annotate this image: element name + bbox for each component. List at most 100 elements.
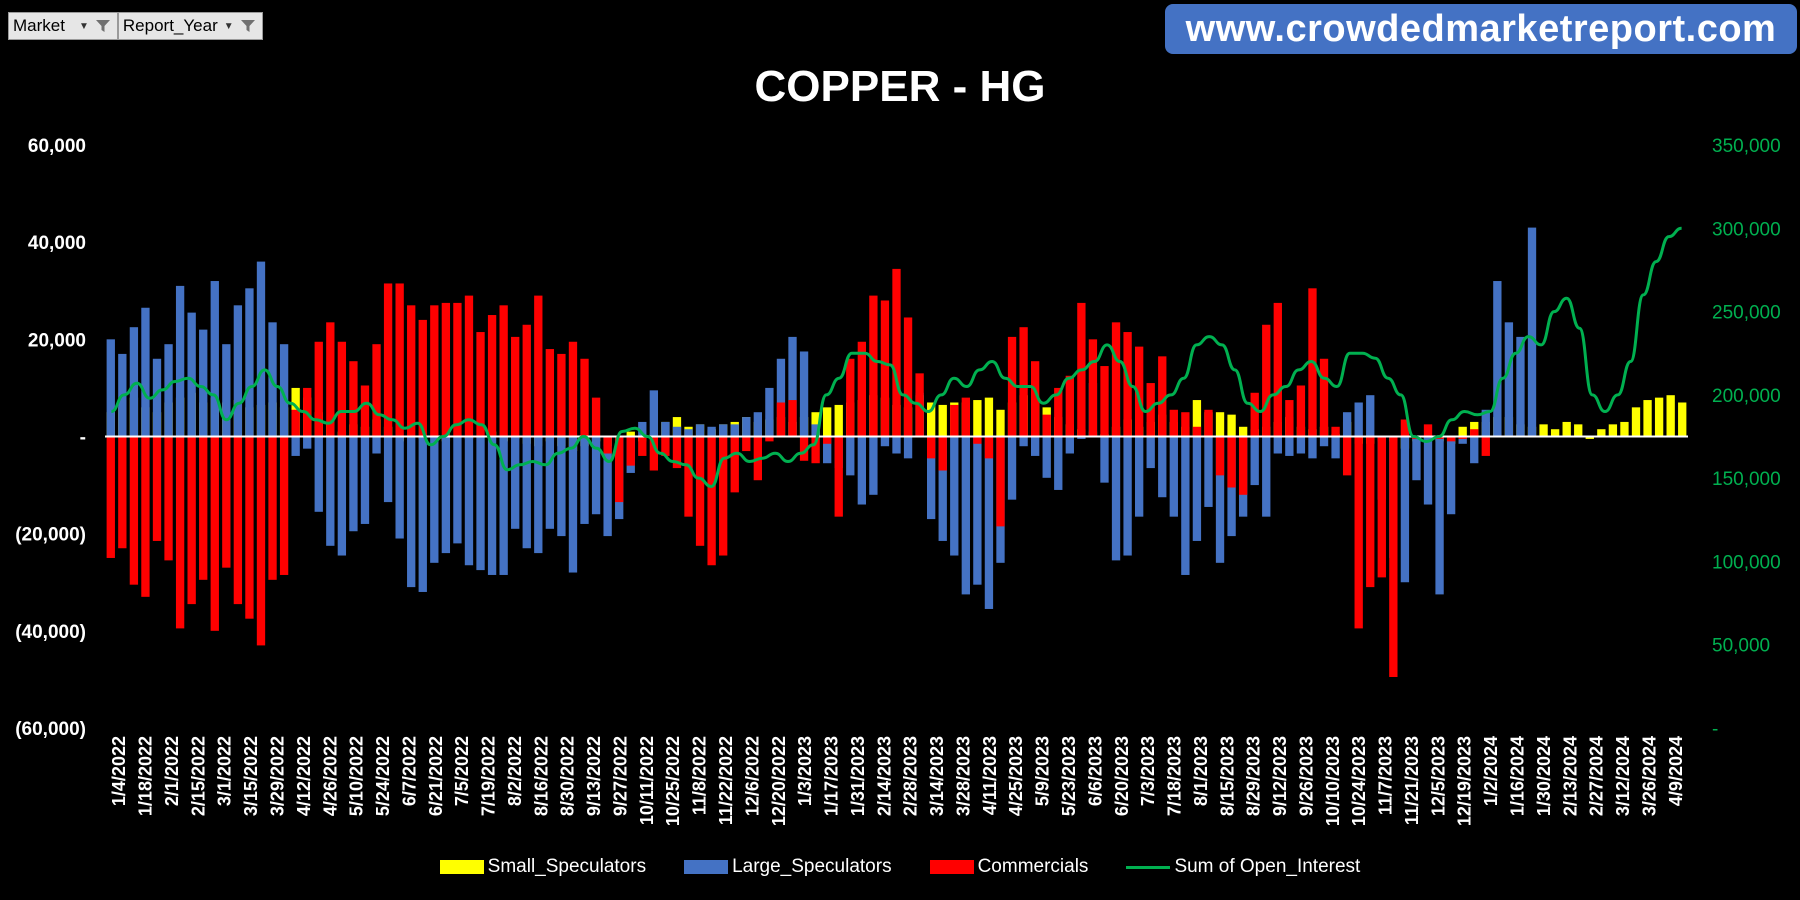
x-tick-label: 10/10/2023 (1323, 736, 1343, 826)
bar-large-speculators (1516, 336, 1525, 437)
bar-commercials (1007, 336, 1017, 437)
bar-commercials (464, 295, 474, 437)
x-tick-label: 7/5/2022 (452, 736, 472, 806)
bar-commercials (846, 358, 855, 437)
x-tick-label: 4/12/2022 (294, 736, 314, 816)
x-tick-label: 8/30/2022 (558, 736, 578, 816)
bar-commercials (695, 436, 705, 546)
market-slicer-label: Market (13, 16, 65, 35)
bar-commercials (1031, 361, 1040, 437)
bar-commercials (383, 283, 393, 437)
bar-large-speculators (1400, 436, 1410, 583)
filter-icon[interactable] (240, 18, 256, 34)
bar-large-speculators (453, 436, 462, 544)
bar-large-speculators (1481, 409, 1490, 437)
bar-large-speculators (1158, 436, 1167, 498)
bar-commercials (719, 436, 728, 556)
bar-small-speculators (1192, 400, 1202, 437)
bar-commercials (1458, 436, 1467, 439)
bar-large-speculators (1470, 436, 1479, 464)
bar-commercials (349, 361, 358, 437)
bar-commercials (591, 397, 601, 437)
bar-large-speculators (152, 358, 162, 437)
bar-large-speculators (846, 436, 855, 476)
bar-large-speculators (291, 436, 300, 456)
y-left-tick-label: - (80, 428, 86, 449)
bar-small-speculators (1643, 400, 1652, 437)
bar-small-speculators (1597, 429, 1606, 437)
x-tick-label: 7/18/2023 (1165, 736, 1185, 816)
bar-large-speculators (1342, 412, 1352, 437)
bar-large-speculators (1262, 436, 1271, 517)
bar-large-speculators (511, 436, 520, 529)
bar-commercials (511, 336, 520, 437)
bar-commercials (984, 436, 994, 459)
x-tick-label: 1/3/2023 (795, 736, 815, 806)
y-left-tick-label: (60,000) (15, 719, 86, 740)
chevron-down-icon[interactable]: ▼ (223, 20, 234, 32)
bar-commercials (1065, 375, 1074, 437)
bar-small-speculators (1215, 412, 1225, 437)
report-year-slicer[interactable]: Report_Year ▼ (117, 12, 263, 40)
chevron-down-icon[interactable]: ▼ (79, 20, 89, 32)
bar-large-speculators (1123, 436, 1132, 556)
bar-small-speculators (1608, 424, 1618, 437)
bar-large-speculators (776, 358, 786, 437)
bar-large-speculators (1458, 436, 1467, 444)
bar-commercials (1088, 339, 1098, 437)
x-tick-label: 4/11/2023 (980, 736, 1000, 815)
bar-commercials (1296, 385, 1306, 437)
bar-commercials (1377, 436, 1386, 578)
bar-commercials (961, 397, 970, 437)
bar-small-speculators (984, 397, 994, 437)
x-tick-label: 12/20/2022 (769, 736, 789, 826)
bar-commercials (1354, 436, 1363, 629)
bar-large-speculators (141, 307, 150, 437)
x-tick-label: 1/16/2024 (1508, 736, 1528, 816)
bar-large-speculators (1031, 436, 1040, 456)
bar-large-speculators (245, 288, 254, 437)
bar-commercials (811, 436, 820, 464)
bar-commercials (1319, 358, 1329, 437)
bar-commercials (326, 322, 335, 437)
bar-large-speculators (719, 424, 728, 437)
x-tick-label: 10/11/2022 (637, 736, 657, 825)
bar-small-speculators (1562, 421, 1571, 437)
bar-commercials (233, 436, 243, 605)
bar-small-speculators (1458, 426, 1467, 437)
bar-large-speculators (545, 436, 555, 529)
bar-large-speculators (742, 417, 751, 437)
bar-large-speculators (869, 436, 878, 495)
bar-large-speculators (1100, 436, 1109, 483)
bar-large-speculators (175, 285, 185, 437)
bar-small-speculators (823, 407, 832, 437)
bar-commercials (1192, 426, 1202, 437)
bar-commercials (1215, 436, 1225, 476)
x-tick-label: 11/22/2022 (716, 736, 736, 825)
x-tick-label: 3/28/2023 (954, 736, 974, 816)
bar-commercials (730, 436, 739, 493)
filter-icon[interactable] (95, 18, 111, 34)
bar-large-speculators (672, 426, 682, 437)
bar-commercials (1227, 436, 1236, 488)
x-tick-label: 3/15/2022 (241, 736, 261, 816)
bar-small-speculators (938, 404, 947, 437)
bar-large-speculators (1054, 436, 1063, 490)
x-tick-label: 8/15/2023 (1217, 736, 1237, 816)
bar-small-speculators (626, 431, 635, 437)
bar-large-speculators (557, 436, 566, 537)
bar-commercials (1134, 346, 1144, 437)
bar-large-speculators (799, 351, 809, 437)
bar-commercials (279, 436, 289, 575)
bar-large-speculators (256, 261, 266, 437)
bar-commercials (199, 436, 208, 580)
market-slicer[interactable]: Market ▼ (8, 12, 118, 40)
bar-commercials (418, 319, 427, 437)
x-tick-label: 9/27/2022 (611, 736, 631, 816)
bar-large-speculators (892, 436, 901, 454)
bar-commercials (638, 436, 647, 456)
legend-swatch-large-speculators (684, 860, 729, 874)
bar-commercials (834, 436, 843, 517)
x-tick-label: 9/13/2022 (584, 736, 604, 816)
bar-large-speculators (314, 436, 323, 512)
